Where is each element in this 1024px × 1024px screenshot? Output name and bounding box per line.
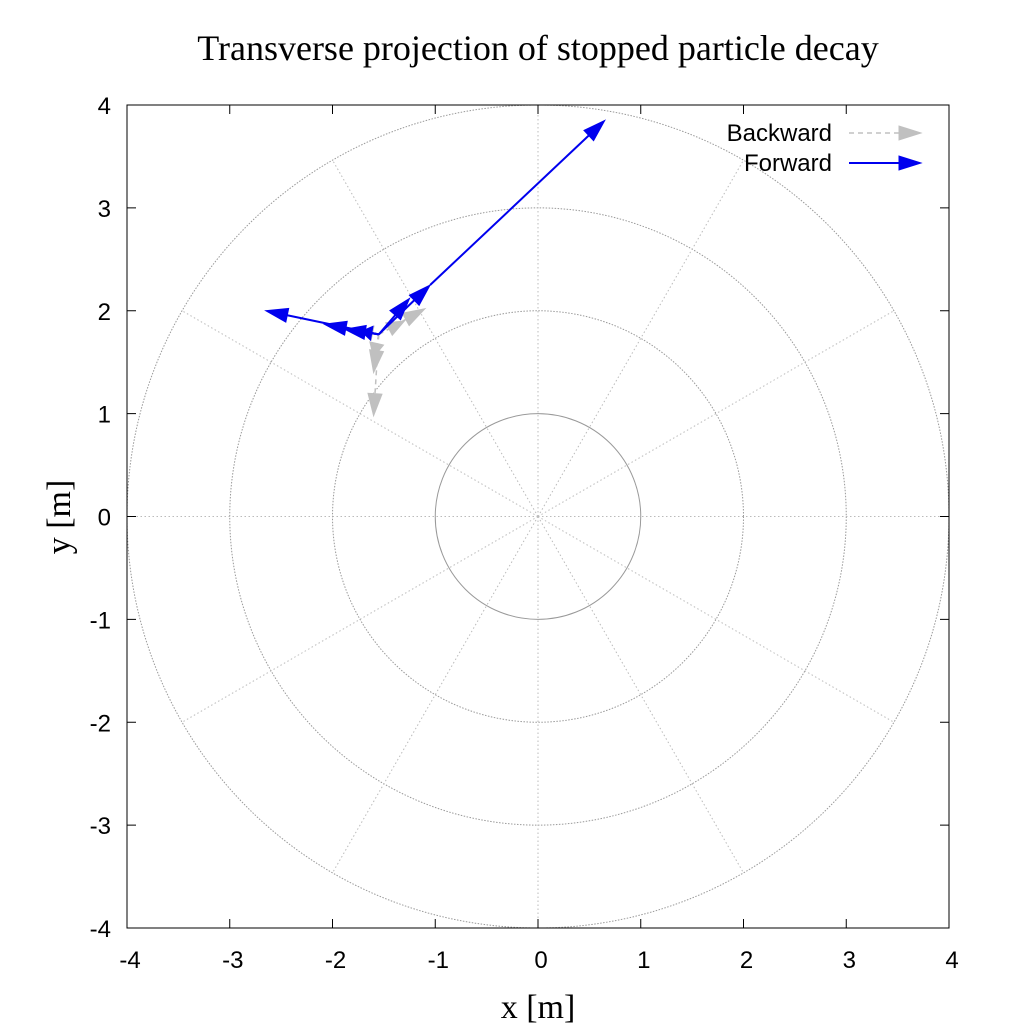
grid-spoke-30 [537, 310, 895, 517]
legend-swatch-backward [849, 125, 923, 141]
legend: Backward Forward [727, 120, 923, 177]
y-tick-label: 0 [98, 505, 111, 532]
arrow-forward-0 [429, 119, 606, 286]
grid-spoke-120 [332, 159, 539, 517]
y-tick-label: -2 [90, 710, 111, 737]
legend-swatch-forward-head [898, 155, 923, 171]
x-tick-label: 3 [843, 947, 856, 974]
arrow-backward-4 [369, 334, 385, 359]
arrow-backward-0-head [401, 307, 427, 327]
grid-spoke-210 [181, 516, 539, 723]
chart-title: Transverse projection of stopped particl… [197, 28, 878, 68]
y-tick-label: 2 [98, 299, 111, 326]
legend-label-backward: Backward [727, 120, 832, 147]
arrow-forward-1-head [264, 307, 290, 323]
series-layer [264, 119, 606, 418]
series-forward [264, 119, 606, 342]
arrow-forward-5-shaft [377, 314, 397, 336]
x-axis-label: x [m] [501, 989, 576, 1024]
y-tick-label: -1 [90, 607, 111, 634]
arrow-forward-5 [377, 297, 411, 336]
legend-swatch-backward-head [898, 125, 923, 141]
grid-spoke-240 [332, 516, 539, 874]
x-tick-label: -1 [428, 947, 449, 974]
y-axis-label: y [m] [41, 480, 78, 555]
grid-spoke-60 [537, 159, 744, 517]
y-tick-label: 1 [98, 402, 111, 429]
arrow-backward-3-head [384, 320, 406, 337]
arrow-backward-4-head [369, 341, 385, 359]
x-tick-label: 2 [740, 947, 753, 974]
legend-label-forward: Forward [744, 150, 832, 177]
grid-circle-1 [434, 413, 642, 620]
y-tick-label: 3 [98, 196, 111, 223]
arrow-forward-6-shaft [371, 332, 379, 336]
x-tick-label: -2 [325, 947, 346, 974]
grid-spoke-150 [181, 310, 539, 517]
arrow-forward-3-head [322, 320, 348, 336]
legend-swatch-forward [849, 155, 923, 171]
series-backward [362, 307, 427, 418]
ticks: -4 -3 -2 -1 0 1 2 3 4 -4 -3 -2 -1 0 1 2 3 4 [90, 93, 959, 974]
arrow-backward-1-head [367, 392, 383, 418]
x-tick-label: 0 [534, 947, 547, 974]
polar-grid [127, 105, 949, 928]
arrow-forward-5-head [389, 297, 411, 321]
grid-spoke-300 [537, 516, 744, 874]
x-tick-label: 4 [945, 947, 958, 974]
arrow-forward-0-head [583, 119, 606, 142]
arrow-forward-0-shaft [429, 134, 590, 286]
arrow-forward-2-head [408, 283, 432, 307]
y-tick-label: 4 [98, 93, 111, 120]
x-tick-label: -4 [119, 947, 140, 974]
y-tick-label: -3 [90, 813, 111, 840]
grid-spoke-330 [537, 516, 895, 723]
arrow-forward-6-head [360, 325, 374, 342]
arrow-backward-4-shaft [375, 334, 380, 344]
arrow-backward-0 [378, 307, 427, 336]
arrow-forward-6 [360, 325, 379, 342]
x-tick-label: -3 [222, 947, 243, 974]
y-tick-label: -4 [90, 916, 111, 943]
x-tick-label: 1 [637, 947, 650, 974]
